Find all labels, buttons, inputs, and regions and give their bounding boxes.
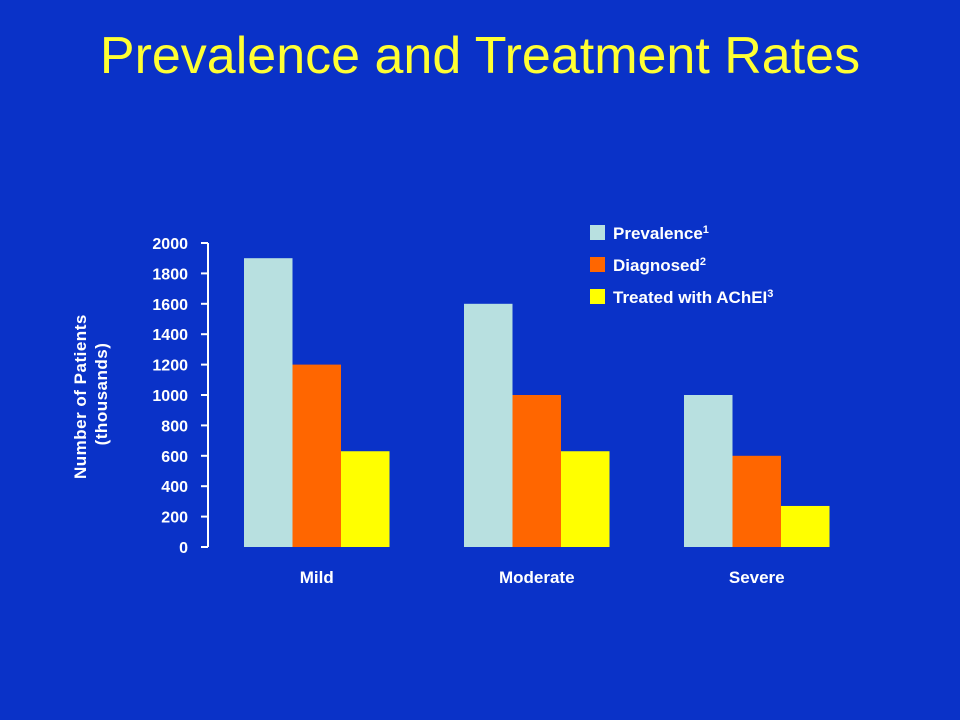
slide-title: Prevalence and Treatment Rates: [99, 27, 861, 85]
legend-series-name: Prevalence: [613, 224, 703, 243]
bar-moderate-diagnosed: [512, 395, 561, 547]
y-tick-label: 200: [161, 510, 188, 527]
y-tick-label: 1000: [152, 388, 188, 405]
legend-label: Diagnosed2: [613, 256, 706, 275]
legend-footnote-ref: 3: [767, 288, 773, 300]
legend: Prevalence1 Diagnosed2 Treated with AChEI3: [590, 224, 773, 307]
y-axis-title: Number of Patients (thousands): [71, 309, 111, 479]
x-axis-labels: Mild Moderate Severe: [300, 568, 785, 587]
legend-series-name: Diagnosed: [613, 256, 700, 275]
y-axis-title-line-2: (thousands): [92, 343, 111, 446]
y-tick-label: 1600: [152, 297, 188, 314]
bar-moderate-prevalence: [464, 303, 513, 547]
y-tick-label: 1200: [152, 358, 188, 375]
x-category-label: Severe: [729, 568, 785, 587]
y-tick-label: 600: [161, 449, 188, 466]
bar-mild-prevalence: [244, 258, 293, 547]
legend-footnote-ref: 1: [703, 224, 709, 236]
legend-swatch: [590, 257, 605, 272]
legend-swatch: [590, 289, 605, 304]
y-tick-label: 0: [179, 540, 188, 557]
bars: [244, 258, 830, 547]
y-tick-label: 800: [161, 418, 188, 435]
y-tick-label: 400: [161, 479, 188, 496]
y-tick-label: 1400: [152, 327, 188, 344]
bar-mild-diagnosed: [292, 364, 341, 547]
y-axis-title-line-1: Number of Patients: [71, 314, 90, 479]
legend-label: Treated with AChEI3: [613, 288, 773, 307]
y-axis: 0 200 400 600 800 1000 1200 1400 1600 1800 2000: [152, 236, 209, 557]
legend-swatch: [590, 225, 605, 240]
y-tick-label: 2000: [152, 236, 188, 253]
bar-severe-prevalence: [684, 395, 733, 547]
legend-label: Prevalence1: [613, 224, 709, 243]
bar-moderate-treated-with-achei: [561, 451, 610, 547]
legend-series-name: Treated with AChEI: [613, 288, 767, 307]
legend-footnote-ref: 2: [700, 256, 706, 268]
x-category-label: Moderate: [499, 568, 575, 587]
bar-severe-treated-with-achei: [781, 505, 830, 547]
x-category-label: Mild: [300, 568, 334, 587]
bar-severe-diagnosed: [732, 455, 781, 547]
bar-mild-treated-with-achei: [341, 451, 390, 547]
y-tick-label: 1800: [152, 266, 188, 283]
